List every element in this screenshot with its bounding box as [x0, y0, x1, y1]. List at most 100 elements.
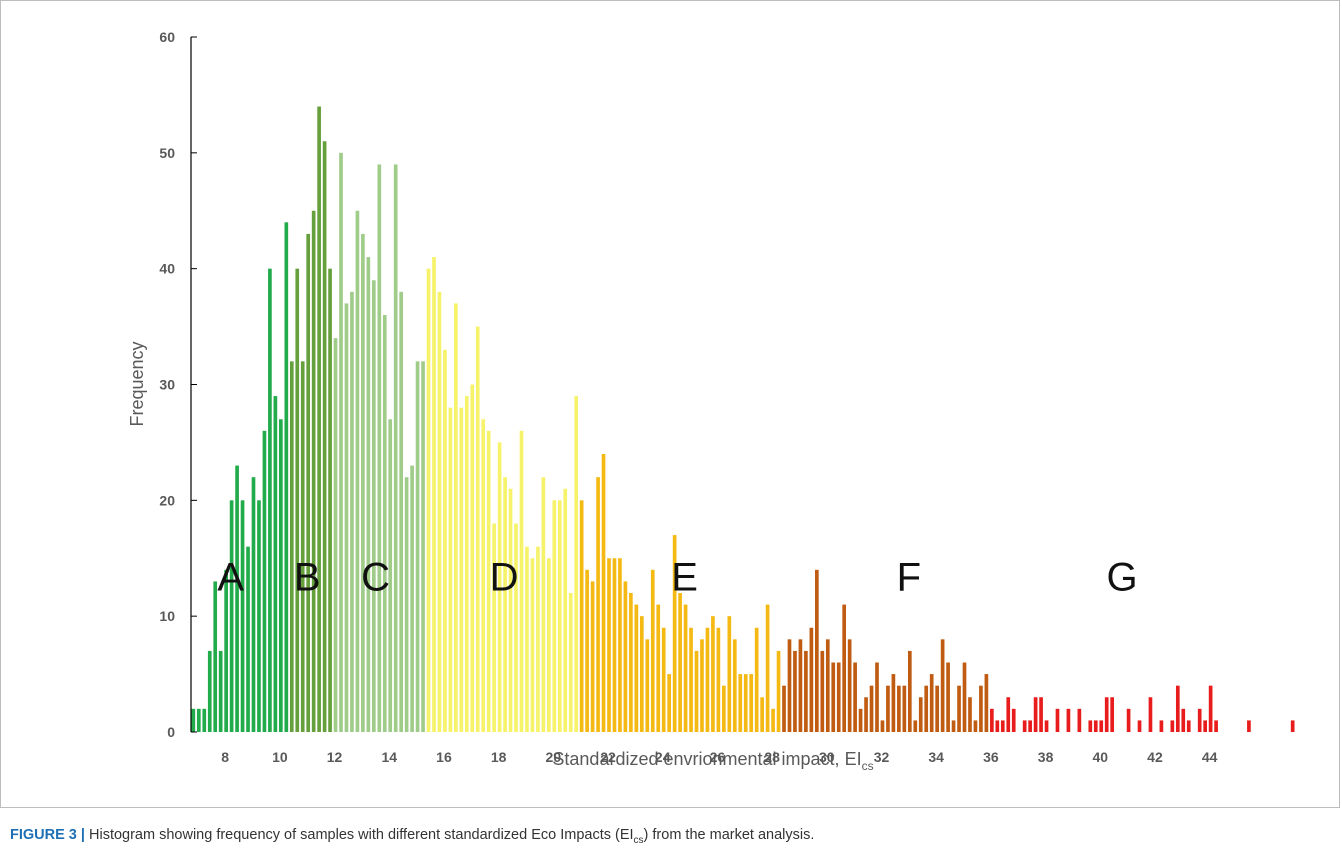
bar-grade-e	[694, 650, 699, 732]
bar-grade-e	[760, 697, 764, 732]
bar-grade-f	[897, 685, 901, 732]
bar-grade-e	[639, 616, 644, 732]
bar-grade-b	[295, 268, 300, 732]
y-tick-label: 60	[159, 29, 175, 45]
bar-grade-d	[443, 349, 447, 732]
y-tick-label: 10	[159, 608, 175, 624]
bar-grade-d	[432, 257, 436, 732]
bar-grade-d	[574, 396, 579, 732]
grade-label-b: B	[294, 556, 321, 600]
bar-grade-d	[475, 326, 480, 732]
bar-grade-e	[618, 558, 622, 732]
bar-grade-f	[798, 639, 803, 732]
bar-grade-f	[902, 685, 907, 732]
bar-grade-f	[825, 639, 830, 732]
bar-grade-e	[683, 604, 688, 732]
x-tick-label: 12	[327, 749, 343, 765]
bar-grade-e	[705, 627, 710, 732]
y-tick-label: 50	[159, 145, 175, 161]
bar-grade-f	[853, 662, 857, 732]
x-tick-label: 26	[710, 749, 726, 765]
bar-grade-g	[1181, 708, 1186, 732]
bar-grade-g	[1104, 697, 1109, 732]
bar-grade-d	[541, 477, 546, 732]
bar-grade-d	[503, 477, 507, 732]
bar-grade-a	[224, 569, 228, 732]
bar-grade-g	[1170, 720, 1175, 732]
bar-grade-e	[579, 500, 584, 732]
bar-grade-c	[344, 303, 349, 732]
bar-grade-d	[464, 396, 469, 732]
bar-grade-g	[1033, 697, 1038, 732]
bar-grade-a	[202, 708, 207, 732]
bar-grade-d	[508, 488, 513, 732]
bar-grade-d	[514, 523, 518, 732]
bar-grade-e	[601, 454, 606, 732]
bar-grade-g	[1290, 720, 1295, 732]
bar-grade-c	[361, 233, 365, 733]
x-tick-label: 10	[272, 749, 288, 765]
grade-label-g: G	[1107, 556, 1138, 600]
bar-grade-e	[738, 674, 743, 732]
bar-grade-a	[229, 500, 234, 732]
bar-grade-d	[492, 523, 496, 732]
bar-grade-g	[1175, 685, 1180, 732]
x-tick-label: 28	[764, 749, 780, 765]
bar-grade-c	[366, 257, 371, 732]
bar-grade-g	[1203, 720, 1207, 732]
bar-grade-b	[317, 106, 321, 732]
bar-grade-e	[754, 627, 759, 732]
bar-grade-d	[497, 442, 502, 732]
bar-grade-e	[661, 627, 666, 732]
y-tick-label: 20	[159, 492, 175, 508]
bar-grade-g	[1028, 720, 1032, 732]
bar-grade-b	[322, 141, 327, 732]
figure-caption-text-2: ) from the market analysis.	[643, 827, 815, 843]
bar-grade-e	[585, 569, 589, 732]
bar-grade-c	[333, 338, 338, 732]
grade-label-e: E	[671, 556, 698, 600]
figure-frame: 0 10 20 30 40 50 60 8 10 12 14 16 18 20 22 24 26 28 30 32 3…	[0, 0, 1340, 808]
bar-grade-e	[776, 650, 781, 732]
bar-grade-a	[273, 396, 278, 732]
grade-label-f: F	[897, 556, 921, 600]
bar-grade-f	[984, 674, 989, 732]
bar-grade-f	[979, 685, 983, 732]
bar-grade-g	[995, 720, 1000, 732]
bar-grade-f	[940, 639, 945, 732]
bar-grade-c	[355, 210, 360, 732]
bar-grade-e	[732, 639, 737, 732]
bar-grade-f	[804, 650, 808, 732]
x-tick-label: 40	[1092, 749, 1108, 765]
bar-grade-b	[300, 361, 305, 732]
bar-grade-e	[700, 639, 704, 732]
y-ticks-group: 0 10 20 30 40 50 60	[159, 29, 197, 740]
bar-grade-c	[382, 315, 387, 732]
figure-caption-subscript: cs	[633, 834, 644, 846]
bar-grade-e	[722, 685, 726, 732]
bar-grade-e	[765, 604, 770, 732]
bar-grade-g	[1110, 697, 1115, 732]
y-tick-label: 40	[159, 261, 175, 277]
bar-grade-g	[990, 708, 994, 732]
bar-grade-c	[339, 152, 343, 732]
bar-grade-e	[711, 616, 715, 732]
bar-grade-d	[557, 500, 562, 732]
x-tick-label: 30	[819, 749, 835, 765]
x-tick-label: 8	[221, 749, 229, 765]
bar-grade-f	[793, 650, 797, 732]
bar-grade-e	[667, 674, 671, 732]
bar-grade-f	[809, 627, 814, 732]
bar-grade-c	[410, 465, 414, 732]
bar-grade-c	[399, 291, 403, 732]
bar-grade-a	[284, 222, 289, 732]
bar-grade-d	[448, 407, 453, 732]
x-tick-label: 14	[381, 749, 397, 765]
bar-grade-e	[607, 558, 611, 732]
bar-grade-g	[1077, 708, 1082, 732]
bar-grade-c	[415, 361, 420, 732]
bar-grade-f	[864, 697, 868, 732]
bar-grade-g	[1039, 697, 1043, 732]
bar-grade-e	[634, 604, 639, 732]
bar-grade-e	[596, 477, 600, 732]
